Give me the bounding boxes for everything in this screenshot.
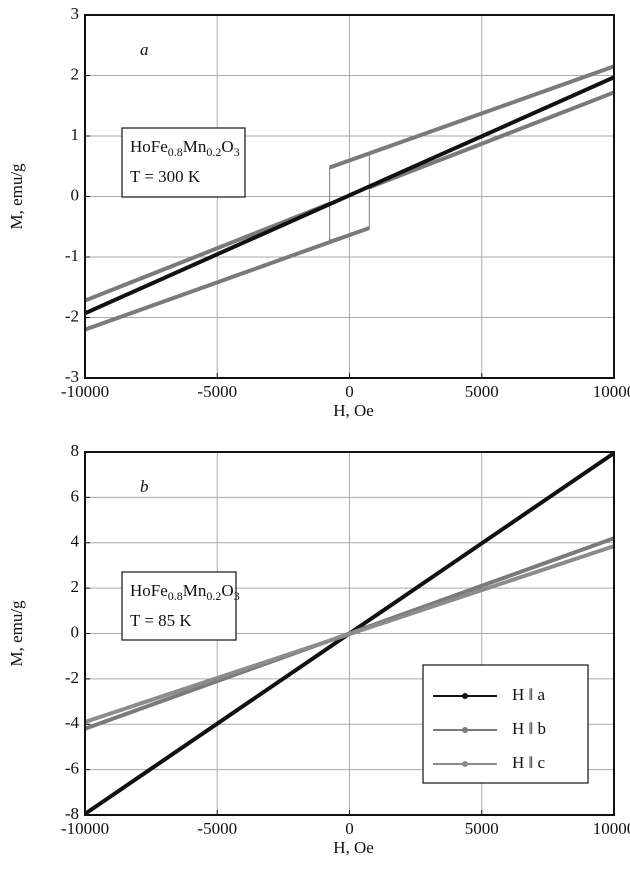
legend-label: H ‖ a bbox=[512, 685, 546, 704]
legend-marker bbox=[462, 693, 468, 699]
formula-part: HoFe bbox=[130, 581, 168, 600]
legend-label: H ‖ b bbox=[512, 719, 546, 738]
plot-frame bbox=[84, 14, 615, 379]
data-line bbox=[329, 153, 370, 241]
x-tick-label: -5000 bbox=[197, 382, 237, 401]
formula-part: 3 bbox=[234, 589, 240, 603]
y-tick-label: -1 bbox=[65, 246, 79, 265]
y-axis-title: M, emu/g bbox=[7, 163, 26, 230]
x-axis-title: H, Oe bbox=[333, 838, 374, 857]
y-tick-label: -2 bbox=[65, 668, 79, 687]
formula-part: 0.8 bbox=[168, 145, 183, 159]
formula-part: HoFe bbox=[130, 137, 168, 156]
legend-box bbox=[422, 664, 589, 784]
formula-part: O bbox=[221, 581, 233, 600]
y-axis-title: M, emu/g bbox=[7, 600, 26, 667]
y-tick-label: 2 bbox=[71, 577, 80, 596]
formula-part: 3 bbox=[234, 145, 240, 159]
x-tick-label: 5000 bbox=[465, 382, 499, 401]
y-tick-label: -2 bbox=[65, 306, 79, 325]
y-tick-label: 6 bbox=[71, 486, 80, 505]
data-line bbox=[84, 201, 331, 303]
x-tick-label: 5000 bbox=[465, 819, 499, 838]
panel-label: a bbox=[140, 40, 149, 59]
formula-part: Mn bbox=[183, 581, 207, 600]
formula: HoFe0.8Mn0.2O3 bbox=[130, 137, 240, 159]
legend-label: H ‖ c bbox=[512, 753, 546, 772]
y-tick-label: 4 bbox=[71, 532, 80, 551]
data-line bbox=[84, 544, 615, 724]
formula-part: 0.2 bbox=[206, 589, 221, 603]
data-line bbox=[84, 75, 615, 316]
y-tick-label: 8 bbox=[71, 441, 80, 460]
data-line bbox=[328, 64, 615, 170]
panel-label: b bbox=[140, 477, 149, 496]
annotation: T = 300 K bbox=[130, 167, 201, 186]
legend-marker bbox=[462, 761, 468, 767]
y-tick-label: 0 bbox=[71, 185, 80, 204]
formula-part: Mn bbox=[183, 137, 207, 156]
x-tick-label: 0 bbox=[345, 382, 354, 401]
data-line bbox=[84, 226, 371, 332]
x-axis-title: H, Oe bbox=[333, 401, 374, 420]
y-tick-label: 0 bbox=[71, 622, 80, 641]
y-tick-label: -4 bbox=[65, 713, 80, 732]
annotation-box bbox=[121, 127, 246, 198]
annotation: T = 85 K bbox=[130, 611, 192, 630]
y-tick-label: 2 bbox=[71, 64, 80, 83]
x-tick-label: -10000 bbox=[61, 819, 109, 838]
formula: HoFe0.8Mn0.2O3 bbox=[130, 581, 240, 603]
annotation-box bbox=[121, 571, 237, 641]
data-line bbox=[368, 90, 615, 190]
y-tick-label: -6 bbox=[65, 759, 79, 778]
x-tick-label: -5000 bbox=[197, 819, 237, 838]
x-tick-label: 10000 bbox=[593, 382, 630, 401]
legend-marker bbox=[462, 727, 468, 733]
y-tick-label: 1 bbox=[71, 125, 80, 144]
y-tick-label: -8 bbox=[65, 804, 79, 823]
formula-part: 0.8 bbox=[168, 589, 183, 603]
x-tick-label: 10000 bbox=[593, 819, 630, 838]
y-tick-label: -3 bbox=[65, 367, 79, 386]
x-tick-label: -10000 bbox=[61, 382, 109, 401]
formula-part: 0.2 bbox=[206, 145, 221, 159]
y-tick-label: 3 bbox=[71, 4, 80, 23]
x-tick-label: 0 bbox=[345, 819, 354, 838]
plot-frame bbox=[84, 451, 615, 816]
formula-part: O bbox=[221, 137, 233, 156]
